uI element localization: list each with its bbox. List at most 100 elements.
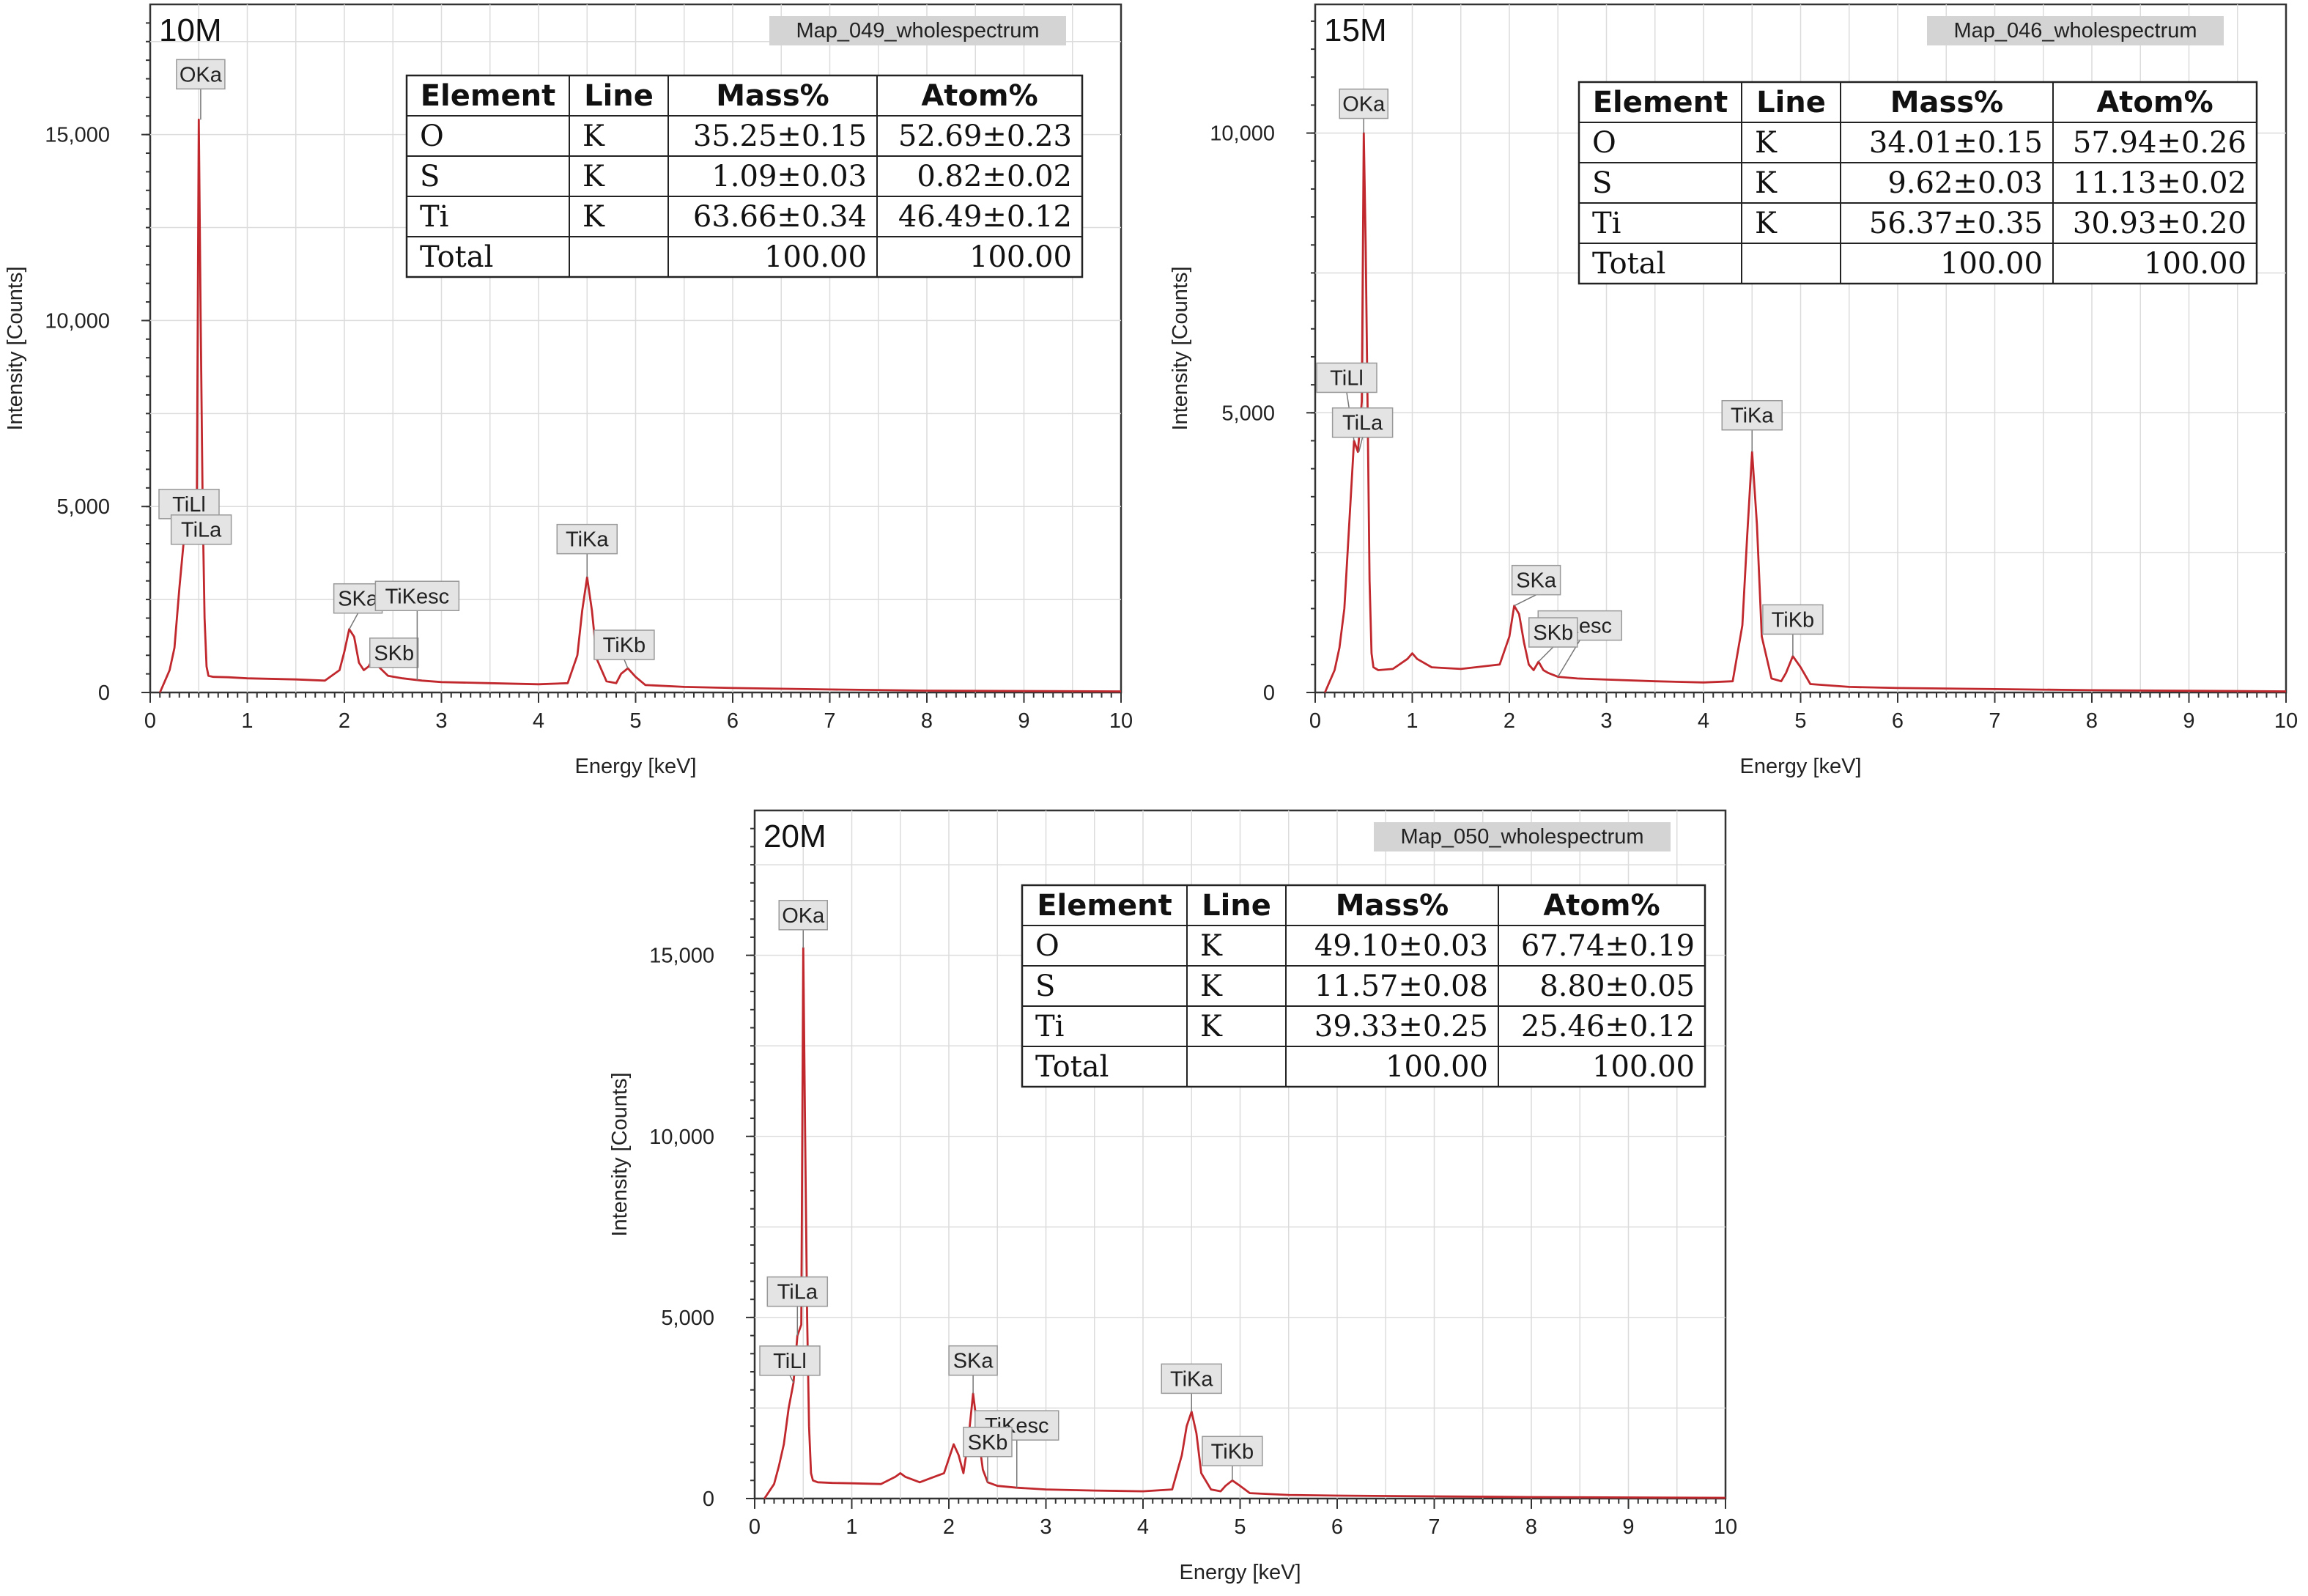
map-badge [1927,16,2224,45]
table-cell: S [420,160,440,193]
peak-leader-line [348,613,359,630]
y-axis-label: Intensity [Counts] [4,266,27,430]
table-cell: 11.13±0.02 [2073,166,2246,200]
peak-label: TiKa [566,528,609,552]
x-tick-label: 4 [1137,1515,1149,1539]
peak-label: SKb [1533,621,1573,645]
y-tick-label: 0 [703,1488,714,1511]
table-header-cell: Line [584,79,654,113]
table-cell: 67.74±0.19 [1521,929,1695,963]
peak-label-box [1721,399,1783,431]
table-cell: 63.66±0.34 [693,200,867,234]
peak-label-box [1511,564,1561,596]
x-tick-label: 10 [2274,709,2298,733]
spectrum-chart-10m: 0 1 2 3 4 5 6 7 8 9 10 0 5,000 10,000 15,000 Energy [ke… [4,3,1133,778]
x-tick-label: 8 [921,709,933,733]
peak-label-box [1161,1363,1222,1394]
x-tick-label: 2 [1503,709,1515,733]
peak-label-box [556,523,618,555]
table-cell: 46.49±0.12 [898,200,1072,234]
table-cell: O [1592,126,1616,160]
peak-label-box [759,1345,821,1376]
table-cell: K [1755,166,1778,200]
peak-leader-line [1358,437,1364,452]
peak-label: TiLa [777,1281,818,1304]
peak-label-box [170,514,232,545]
table-cell: K [1755,207,1778,240]
table-cell: 100.00 [764,240,867,274]
x-tick-label: 8 [2086,709,2098,733]
table-cell: K [582,160,605,193]
peak-label-box [778,900,828,931]
x-tick-label: 2 [339,709,350,733]
x-tick-label: 10 [1714,1515,1737,1539]
x-tick-label: 8 [1525,1515,1537,1539]
peak-label: SKa [1516,569,1557,593]
peak-label: TiKa [1170,1367,1213,1391]
peak-label-box [963,1427,1013,1458]
y-tick-label: 0 [1263,681,1275,705]
table-header-cell: Mass% [716,79,829,113]
table-cell: 100.00 [1592,1050,1695,1084]
table-cell: K [1755,126,1778,160]
x-tick-label: 5 [1794,709,1806,733]
table-cell: K [1200,1010,1223,1043]
x-tick-label: 1 [1406,709,1418,733]
y-axis-label: Intensity [Counts] [608,1072,632,1236]
y-tick-label: 5,000 [661,1307,714,1330]
peak-label-box [593,629,655,660]
peak-label: SKb [968,1431,1008,1455]
x-tick-label: 4 [533,709,544,733]
table-header-cell: Element [421,79,556,113]
table-cell: O [420,119,444,153]
x-tick-label: 0 [1309,709,1321,733]
y-tick-label: 10,000 [45,309,110,333]
x-tick-label: 6 [1892,709,1904,733]
peak-label: TiKesc [385,585,450,608]
peak-label: SKa [953,1350,994,1373]
results-table [405,74,1084,278]
results-table [1577,81,2258,285]
x-axis-label: Energy [keV] [574,755,696,778]
y-tick-label: 10,000 [649,1126,714,1149]
table-cell: 100.00 [1386,1050,1488,1084]
spectrum-panel-15m: 0 1 2 3 4 5 6 7 8 9 10 0 5,000 10,000 Energy [keV] Inte… [1158,0,2308,791]
table-cell: 57.94±0.26 [2073,126,2246,160]
y-tick-label: 0 [98,681,110,705]
table-cell: K [1200,929,1223,963]
x-tick-label: 3 [435,709,447,733]
y-tick-label: 15,000 [649,945,714,968]
spectrum-panel-20m: 0 1 2 3 4 5 6 7 8 9 10 0 5,000 10,000 15,000 Energy [ke… [601,806,1744,1596]
peak-label-box [1316,362,1377,394]
x-tick-label: 7 [824,709,835,733]
table-cell: 52.69±0.23 [898,119,1072,153]
peak-label: TiLl [1330,366,1364,390]
table-cell: Total [1035,1050,1109,1084]
x-tick-label: 9 [1018,709,1029,733]
peak-label: TiKb [1211,1440,1254,1463]
table-cell: 100.00 [1940,247,2043,281]
peak-leader-line [1538,646,1554,662]
table-header-cell: Atom% [921,79,1038,113]
table-cell: 1.09±0.03 [711,160,867,193]
table-cell: Ti [1592,207,1621,240]
sample-title: 15M [1324,12,1387,48]
table-cell: O [1035,929,1059,963]
y-tick-label: 5,000 [1221,402,1275,425]
peak-leader-line [789,1375,794,1383]
peak-label-box [1331,407,1394,438]
peak-label: SKb [374,642,414,665]
x-tick-label: 5 [629,709,641,733]
peak-label: TiLa [181,519,222,542]
spectrum-panel-10m: 0 1 2 3 4 5 6 7 8 9 10 0 5,000 10,000 15,000 Energy [ke… [0,0,1143,791]
table-cell: 39.33±0.25 [1314,1010,1488,1043]
table-cell: 8.80±0.05 [1539,969,1695,1003]
table-cell: Ti [420,200,448,234]
table-cell: S [1035,969,1055,1003]
peak-label: TiKb [1772,608,1815,632]
map-badge-label: Map_050_wholespectrum [1400,825,1643,849]
peak-label-box [369,638,419,668]
peak-leader-line [624,659,629,669]
map-badge [769,16,1066,45]
table-cell: 25.46±0.12 [1521,1010,1695,1043]
